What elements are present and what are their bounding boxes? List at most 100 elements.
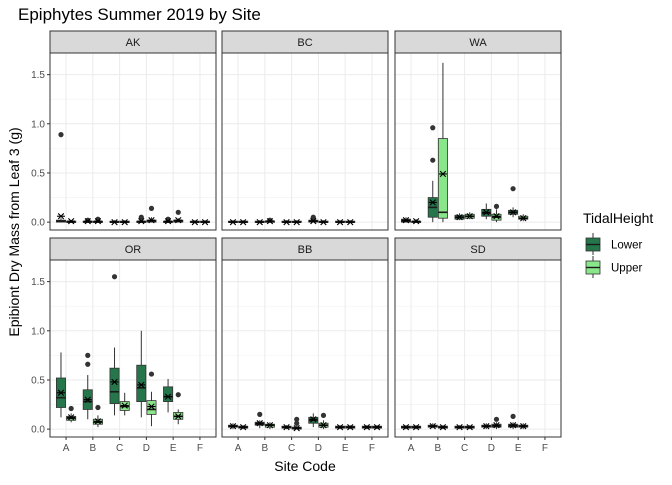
mean-marker-d2 <box>373 423 381 431</box>
facet-strip-label: BB <box>298 244 313 256</box>
box-body <box>163 386 174 403</box>
mean-marker-d2 <box>509 422 517 429</box>
mean-marker <box>282 218 291 226</box>
mean-marker-d2 <box>148 403 155 410</box>
mean-marker-d2 <box>266 217 274 225</box>
mean-marker <box>67 217 76 225</box>
y-tick-label: 0.5 <box>31 375 45 386</box>
mean-marker-d2 <box>493 422 500 429</box>
panel-border <box>221 259 389 438</box>
box-e-upper <box>518 422 529 430</box>
outlier-point <box>85 361 91 367</box>
box-c-lower <box>454 423 465 431</box>
box-e-lower <box>163 216 174 225</box>
box-c-upper <box>464 423 475 431</box>
x-tick-label: C <box>116 443 123 454</box>
legend-key-lower: Lower <box>585 233 642 255</box>
outlier-point <box>85 217 91 223</box>
box-d-upper <box>318 412 329 430</box>
x-tick-label: E <box>342 443 349 454</box>
box-c-lower <box>281 423 292 431</box>
facet-panel-or: OR 0.0 0.5 1.0 1.5 A B C D E F <box>31 237 217 454</box>
x-tick-label: C <box>288 443 295 454</box>
mean-marker-d2 <box>239 218 247 226</box>
box-d-lower <box>308 413 319 428</box>
x-tick-label: C <box>461 443 468 454</box>
mean-marker-d2 <box>229 422 237 430</box>
mean-marker <box>412 217 421 225</box>
box-e-lower <box>335 423 346 431</box>
box-a-upper <box>238 218 249 226</box>
panel-background <box>50 53 216 230</box>
mean-marker <box>482 209 491 216</box>
mean-marker <box>190 218 199 226</box>
mean-marker <box>255 420 264 427</box>
mean-marker-d2 <box>266 422 274 429</box>
box-c-upper <box>464 212 475 220</box>
mean-marker <box>319 218 328 226</box>
box-e-upper <box>518 214 529 222</box>
mean-marker <box>401 216 410 224</box>
mean-marker-d2 <box>164 393 172 400</box>
y-tick-label: 1.0 <box>31 119 45 130</box>
box-e-upper <box>173 392 184 425</box>
outlier-point <box>148 371 155 377</box>
panel-background <box>222 53 388 230</box>
mean-marker-d2 <box>429 422 436 430</box>
mean-marker-d2 <box>111 378 118 386</box>
outlier-point <box>430 157 436 163</box>
mean-marker <box>83 217 92 225</box>
mean-marker-d2 <box>57 213 65 220</box>
mean-marker-d2 <box>229 218 237 226</box>
y-tick-label: 1.5 <box>31 70 45 81</box>
panel-border <box>394 52 562 231</box>
box-a-upper <box>66 217 77 225</box>
mean-marker-d2 <box>201 218 209 226</box>
panel-border <box>49 259 217 438</box>
mean-marker <box>362 423 371 431</box>
mean-marker <box>292 218 301 226</box>
mean-marker-d2 <box>456 423 463 431</box>
outlier-point <box>148 205 155 211</box>
x-tick-label: B <box>90 443 97 454</box>
box-d-upper <box>491 416 502 430</box>
box-a-lower <box>227 422 238 430</box>
mean-marker-d2 <box>239 423 247 431</box>
mean-marker <box>492 422 501 429</box>
mean-marker <box>509 209 518 216</box>
mean-marker <box>255 218 264 226</box>
facet-panel-bb: BB A B C D E F <box>221 237 389 454</box>
mean-marker <box>509 422 518 429</box>
box-a-upper <box>411 217 422 225</box>
box-b-lower <box>427 125 438 223</box>
mean-marker-d2 <box>148 216 155 224</box>
box-a-lower <box>55 132 66 223</box>
box-c-lower <box>281 218 292 226</box>
outlier-point <box>85 352 91 358</box>
mean-marker-d2 <box>121 218 128 226</box>
chart-title: Epiphytes Summer 2019 by Site <box>18 5 261 24</box>
legend-key-upper: Upper <box>585 256 642 278</box>
x-tick-label: D <box>488 443 495 454</box>
mean-marker-d2 <box>94 217 102 225</box>
x-tick-label: D <box>315 443 322 454</box>
facet-strip-label: AK <box>126 37 141 49</box>
mean-marker-d2 <box>67 414 75 421</box>
mean-marker <box>292 424 301 432</box>
box-d-upper <box>146 371 157 427</box>
mean-marker-d2 <box>293 424 300 432</box>
x-tick-label: A <box>235 443 242 454</box>
mean-marker <box>265 217 274 225</box>
legend-title: TidalHeight <box>583 210 653 226</box>
mean-marker <box>465 423 474 431</box>
mean-marker <box>336 218 345 226</box>
mean-marker <box>438 423 447 431</box>
mean-marker-d2 <box>111 218 118 226</box>
x-tick-label: D <box>143 443 150 454</box>
mean-marker <box>455 423 464 431</box>
legend: TidalHeight Lower Upper <box>583 210 653 278</box>
outlier-point <box>175 209 181 215</box>
box-a-upper <box>411 423 422 431</box>
facet-panel-sd: SD A B C D E F <box>394 237 562 454</box>
